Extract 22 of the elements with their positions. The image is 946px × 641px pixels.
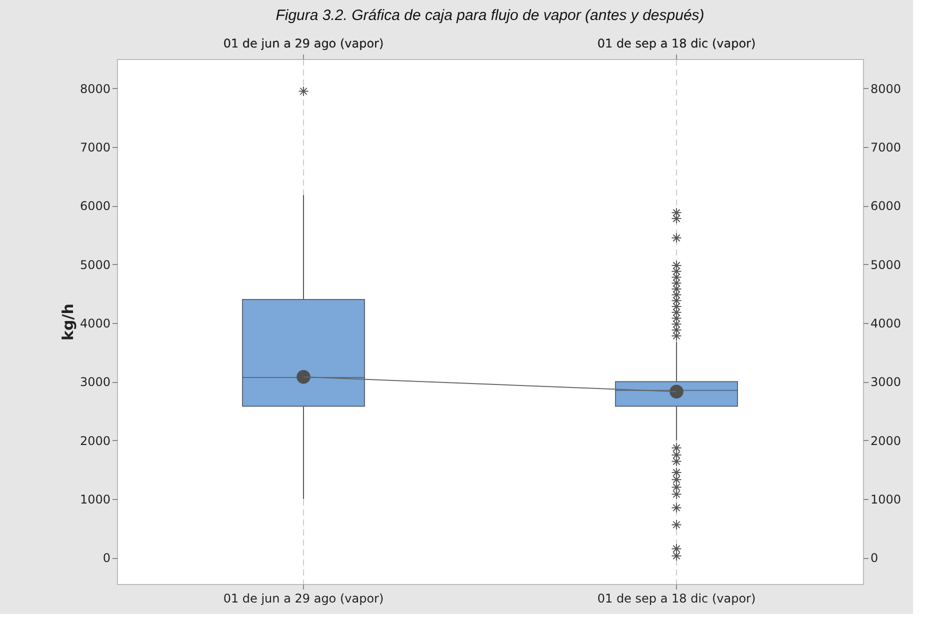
y2-tick-label: 8000 <box>870 82 902 96</box>
y-tick-label: 0 <box>102 551 110 566</box>
y-tick-label: 3000 <box>80 375 110 390</box>
y2-tick-label: 7000 <box>870 140 902 154</box>
y2-tick-label: 1000 <box>870 492 902 506</box>
y2-tick-label: 5000 <box>870 258 902 272</box>
y2-tick-label: 3000 <box>870 375 902 390</box>
y-tick-label: 4000 <box>80 316 110 330</box>
chart-title: Figura 3.2. Gráfica de caja para flujo de vapor (antes y después) <box>276 7 704 24</box>
y-tick-label: 8000 <box>80 82 110 96</box>
y2-tick-label: 4000 <box>870 316 902 330</box>
y-axis-title: kg/h <box>58 304 77 340</box>
y-tick-label: 7000 <box>80 140 110 154</box>
y-tick-label: 1000 <box>80 492 110 506</box>
category-label: 01 de sep a 18 dic (vapor) <box>597 36 756 50</box>
y2-tick-label: 6000 <box>870 199 902 214</box>
y-tick-label: 6000 <box>80 199 110 214</box>
y-tick-label: 2000 <box>80 434 110 448</box>
y-tick-label: 5000 <box>80 258 110 272</box>
category-label: 01 de jun a 29 ago (vapor) <box>223 36 384 50</box>
y2-tick-label: 0 <box>870 551 878 566</box>
y2-tick-label: 2000 <box>870 434 902 448</box>
